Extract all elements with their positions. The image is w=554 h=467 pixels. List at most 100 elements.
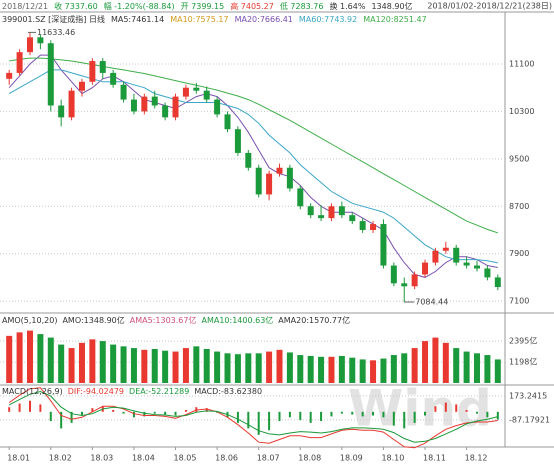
candle-body xyxy=(68,90,75,118)
macd-bar xyxy=(91,408,94,412)
candle-body xyxy=(401,283,408,287)
header-row: 399001.SZ [深证成指] 日线 MA5:7461.14 MA10:7575.… xyxy=(2,14,427,24)
legend-entry: MA120:8251.47 xyxy=(363,15,426,24)
header-item: 低 7283.76 xyxy=(280,1,324,11)
candle-body xyxy=(422,262,429,275)
candle-body xyxy=(318,215,325,219)
volume-bar xyxy=(89,339,96,383)
candle-body xyxy=(411,274,418,287)
macd-bar xyxy=(340,411,343,414)
volume-bar xyxy=(411,348,418,383)
volume-bar xyxy=(130,348,137,383)
candle-body xyxy=(234,129,241,153)
x-tick-label: 18.09 xyxy=(340,454,363,463)
macd-bar xyxy=(330,411,333,417)
legend-entry: AMA5:1303.67亿 xyxy=(130,315,197,325)
annotation: 7084.44 xyxy=(415,298,448,307)
volume-bar xyxy=(234,354,241,383)
macd-bar xyxy=(361,411,364,417)
volume-bar xyxy=(6,335,13,383)
macd-bar xyxy=(403,411,406,429)
header-item: 收 7337.60 xyxy=(54,1,98,11)
header-item: 开 7399.15 xyxy=(181,2,225,11)
candle-body xyxy=(297,188,304,207)
macd-bar xyxy=(268,411,271,431)
legend-entry: MA20:7666.41 xyxy=(235,15,293,24)
macd-bar xyxy=(351,411,354,415)
volume-bar xyxy=(245,353,252,383)
x-tick-label: 18.02 xyxy=(49,454,72,463)
macd-bar xyxy=(122,411,125,414)
volume-bar xyxy=(318,356,325,383)
candle-body xyxy=(255,167,262,195)
macd-bar xyxy=(455,404,458,412)
candle-body xyxy=(494,277,501,288)
candle-body xyxy=(266,173,273,195)
volume-bar xyxy=(120,346,127,383)
macd-bar xyxy=(444,402,447,412)
candle-body xyxy=(99,61,106,73)
volume-bar xyxy=(286,352,293,383)
legend-entry: AMA10:1400.63亿 xyxy=(201,315,273,325)
candle-body xyxy=(276,167,283,174)
volume-bar xyxy=(26,330,33,383)
candle-body xyxy=(359,221,366,230)
y-tick-label: 2395亿 xyxy=(509,336,537,346)
legend: AMO(5,10,20) AMO:1348.90亿 AMA5:1303.67亿 AMA… xyxy=(2,315,350,325)
candle-body xyxy=(162,105,169,118)
candle-body xyxy=(151,96,158,106)
volume-bar xyxy=(162,350,169,383)
macd-bar xyxy=(476,411,479,414)
candle-body xyxy=(370,224,377,230)
y-tick-label: -87.17921 xyxy=(509,415,550,424)
macd-bar xyxy=(236,411,239,423)
header-item: 幅 -1.20%(-88.84) xyxy=(104,1,175,11)
macd-bar xyxy=(309,411,312,423)
candle-body xyxy=(453,247,460,263)
y-tick-label: 1198亿 xyxy=(509,357,537,367)
macd-bar xyxy=(434,406,437,412)
candle-body xyxy=(214,99,221,115)
candle-body xyxy=(89,61,96,82)
x-tick-label: 18.01 xyxy=(7,454,30,463)
x-tick-label: 18.03 xyxy=(90,454,113,463)
volume-bar xyxy=(151,348,158,383)
macd-bar xyxy=(132,411,135,418)
macd-bar xyxy=(372,411,375,416)
macd-bar xyxy=(465,409,468,412)
candle-body xyxy=(16,52,23,73)
volume-bar xyxy=(99,341,106,383)
volume-bar xyxy=(110,344,117,383)
macd-bar xyxy=(424,411,427,416)
macd-bar xyxy=(392,411,395,426)
candle-body xyxy=(432,250,439,263)
x-tick-label: 18.07 xyxy=(257,454,280,463)
y-tick-label: 10300 xyxy=(509,107,534,116)
macd-bar xyxy=(28,400,31,412)
volume-bar xyxy=(474,353,481,383)
candle-body xyxy=(338,206,345,216)
x-tick-label: 18.11 xyxy=(423,454,446,463)
volume-bar xyxy=(224,353,231,383)
volume-bar xyxy=(463,351,470,383)
volume-bar xyxy=(494,359,501,383)
macd-bar xyxy=(205,408,208,412)
candle-body xyxy=(484,268,491,278)
y-tick-label: 8700 xyxy=(509,202,529,211)
legend-entry: AMO(5,10,20) xyxy=(2,316,57,325)
volume-bar xyxy=(442,342,449,383)
legend-entry: DEA:-52.21289 xyxy=(129,387,189,396)
volume-bar xyxy=(68,348,75,383)
candle-body xyxy=(141,96,148,112)
candle-body xyxy=(349,215,356,222)
volume-bar xyxy=(484,355,491,383)
x-tick-label: 18.08 xyxy=(298,454,321,463)
candle-body xyxy=(6,72,13,79)
macd-bar xyxy=(184,409,187,412)
candle-body xyxy=(224,114,231,130)
volume-bar xyxy=(422,341,429,383)
macd-bar xyxy=(49,411,52,422)
candle-body xyxy=(78,81,85,91)
macd-bar xyxy=(80,411,83,416)
macd-bar xyxy=(143,411,146,417)
